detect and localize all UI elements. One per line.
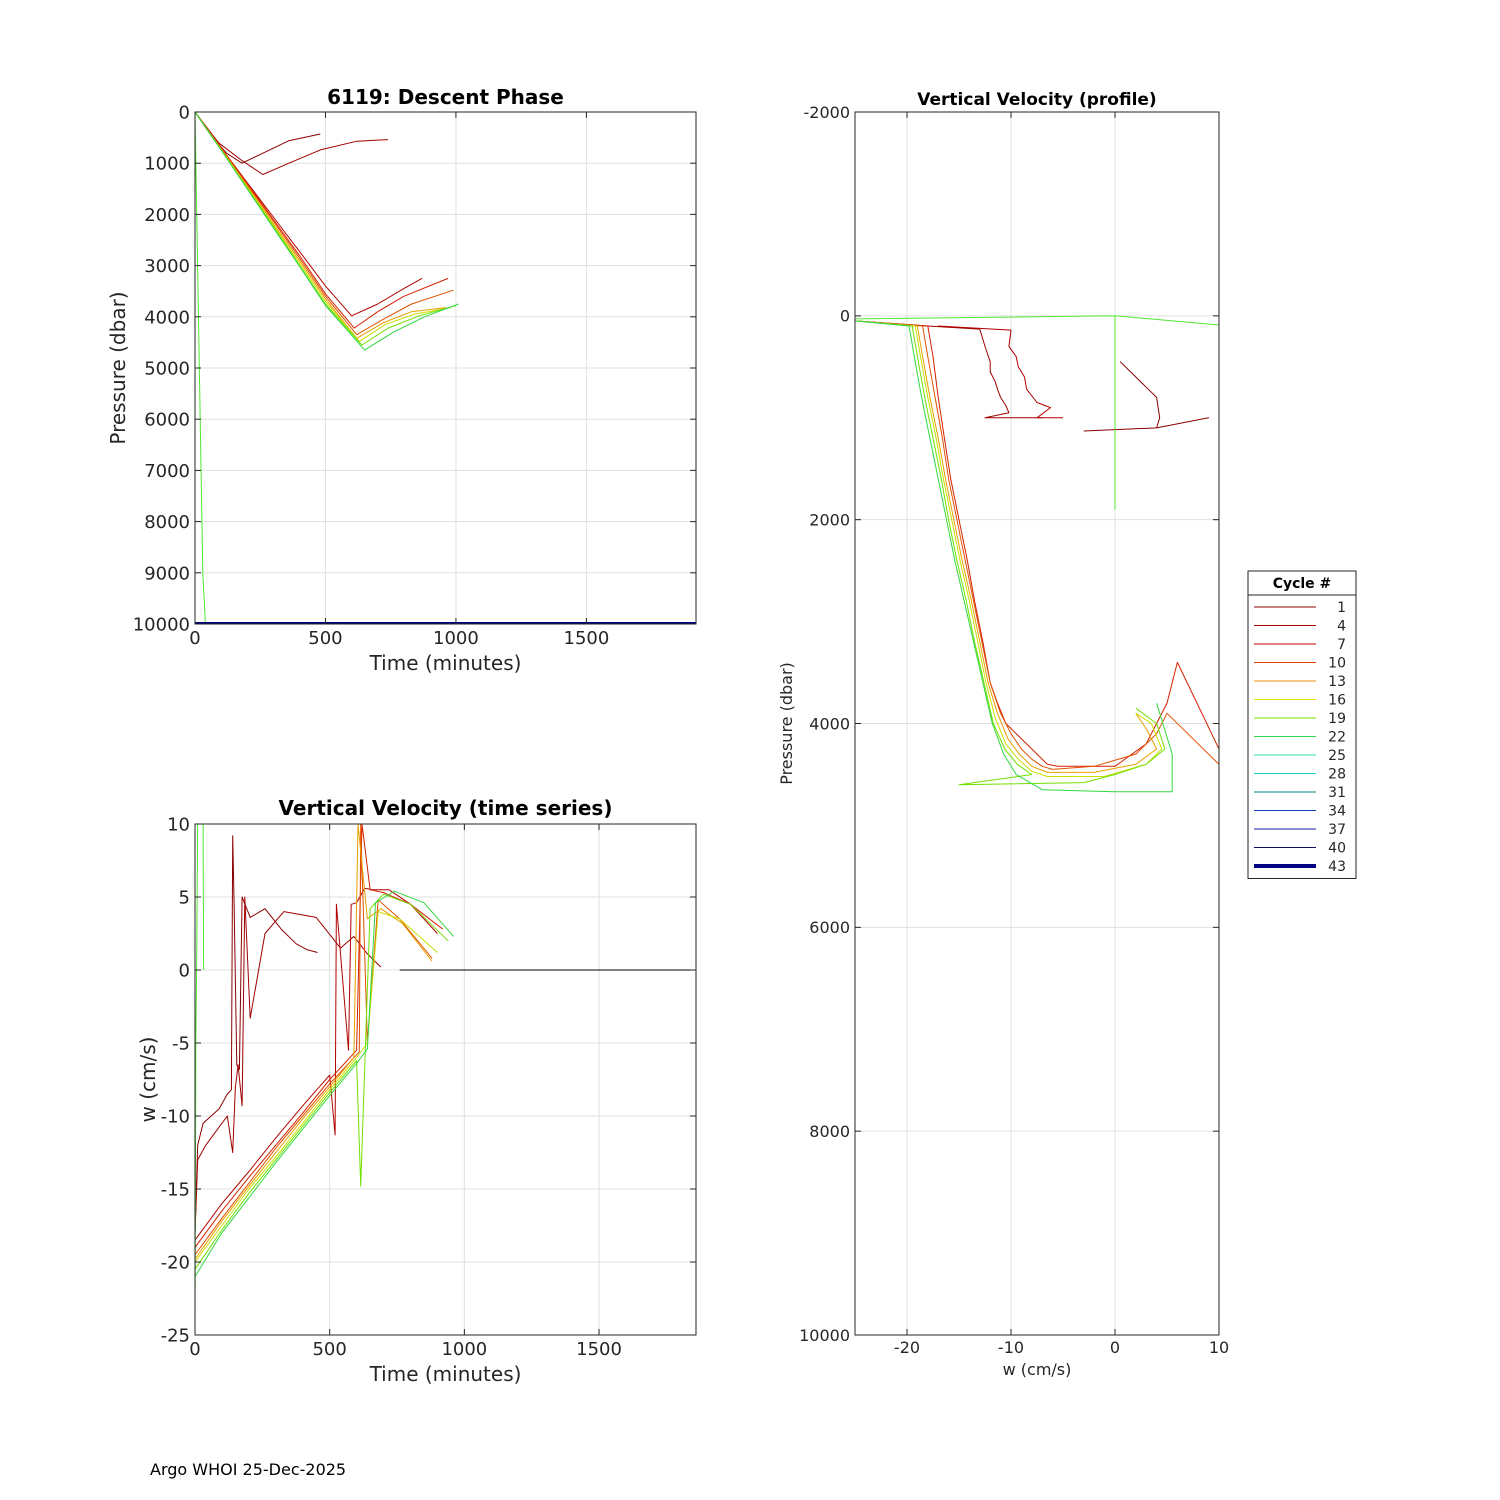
wtime-plot-area — [195, 824, 696, 1335]
series-line-cycle-22 — [855, 320, 1166, 786]
series-line-cycle-1 — [1083, 361, 1210, 432]
y-tick-label: 6000 — [809, 918, 850, 937]
x-tick-label: -10 — [998, 1338, 1024, 1357]
series-line-cycle-7 — [195, 887, 438, 1241]
legend-entry-label: 31 — [1328, 785, 1346, 801]
legend-box — [1247, 570, 1357, 879]
series-line-cycle-16 — [855, 320, 1158, 773]
y-tick-label: 0 — [840, 307, 850, 326]
x-tick-label: 0 — [189, 628, 200, 649]
descent-title: 6119: Descent Phase — [327, 85, 564, 109]
x-tick-label: 1000 — [441, 1339, 487, 1360]
series-line-cycle-19 — [195, 911, 438, 1263]
y-tick-label: -15 — [161, 1179, 190, 1200]
y-tick-label: 2000 — [144, 205, 190, 226]
series-line-cycle-7 — [938, 325, 1063, 419]
legend-entry-label: 25 — [1328, 748, 1346, 764]
legend-entry-label: 4 — [1337, 619, 1346, 635]
y-tick-label: 0 — [179, 102, 190, 123]
series-line-cycle-4 — [195, 112, 389, 175]
y-tick-label: 4000 — [144, 307, 190, 328]
y-tick-label: 3000 — [144, 256, 190, 277]
y-tick-label: -10 — [161, 1106, 190, 1127]
y-tick-label: 1000 — [144, 154, 190, 175]
y-tick-label: -20 — [161, 1252, 190, 1273]
legend-entry-label: 19 — [1328, 711, 1346, 727]
x-tick-label: 0 — [189, 1339, 200, 1360]
y-tick-label: 8000 — [144, 512, 190, 533]
descent-chart: 0 500 1000 1500 0 1000 2000 3000 4000 5000 6000 700… — [106, 85, 697, 675]
series-line-cycle-4 — [195, 896, 382, 1233]
y-tick-label: -25 — [161, 1325, 190, 1346]
y-tick-label: 9000 — [144, 563, 190, 584]
legend-entry-label: 16 — [1328, 693, 1346, 709]
y-tick-label: 10 — [167, 814, 190, 835]
series-line-cycle-13 — [855, 320, 1219, 770]
descent-x-axis-label: Time (minutes) — [369, 651, 522, 675]
series-line-cycle-28 — [855, 315, 1219, 510]
series-line-cycle-22 — [195, 893, 449, 1270]
series-line-cycle-25 — [855, 320, 1173, 793]
x-tick-label: 1000 — [433, 628, 479, 649]
legend-entry-label: 22 — [1328, 730, 1346, 746]
legend-entry-label: 10 — [1328, 656, 1346, 672]
wtime-y-axis-label: w (cm/s) — [136, 1037, 160, 1123]
legend-entry-label: 34 — [1328, 804, 1346, 820]
x-tick-label: 500 — [308, 628, 342, 649]
series-line-cycle-13 — [195, 824, 433, 1255]
wprofile-y-axis-label: Pressure (dbar) — [777, 662, 796, 785]
legend-entry-label: 37 — [1328, 822, 1346, 838]
y-tick-label: 6000 — [144, 410, 190, 431]
descent-series — [195, 112, 696, 624]
series-line-cycle-16 — [195, 824, 433, 1260]
wtime-title: Vertical Velocity (time series) — [279, 796, 613, 820]
y-tick-label: 0 — [179, 960, 190, 981]
series-line-cycle-4 — [855, 320, 1043, 419]
legend-entry-label: 1 — [1337, 600, 1346, 616]
legend-entry-label: 43 — [1328, 859, 1346, 875]
x-tick-label: 1500 — [576, 1339, 622, 1360]
y-tick-label: 4000 — [809, 714, 850, 733]
y-tick-label: 8000 — [809, 1122, 850, 1141]
footer-credit: Argo WHOI 25-Dec-2025 — [150, 1460, 347, 1479]
x-tick-label: 0 — [1110, 1338, 1120, 1357]
wprofile-x-axis-label: w (cm/s) — [1003, 1360, 1072, 1379]
y-tick-label: 5000 — [144, 358, 190, 379]
wtime-x-axis-label: Time (minutes) — [369, 1362, 522, 1386]
series-line-cycle-1 — [195, 835, 318, 1233]
wtime-axes-box — [194, 823, 697, 1336]
legend-title: Cycle # — [1273, 576, 1332, 592]
y-tick-label: 7000 — [144, 461, 190, 482]
legend-entry-label: 40 — [1328, 841, 1346, 857]
x-tick-label: -20 — [894, 1338, 920, 1357]
series-line-cycle-25 — [195, 112, 459, 351]
y-tick-label: 2000 — [809, 510, 850, 529]
descent-y-axis-label: Pressure (dbar) — [106, 291, 130, 444]
wprofile-chart: -20 -10 0 10 -2000 0 2000 4000 6000 8000 10000 Vert… — [777, 90, 1357, 1379]
y-tick-label: -2000 — [804, 103, 851, 122]
y-tick-label: 10000 — [799, 1326, 850, 1345]
wtime-chart: 0 500 1000 1500 10 5 0 -5 -10 -15 -20 -25 Vertical V… — [136, 796, 697, 1386]
wprofile-series — [855, 315, 1219, 793]
series-line-cycle-25 — [195, 890, 454, 1277]
legend-entry-label: 13 — [1328, 674, 1346, 690]
x-tick-label: 10 — [1209, 1338, 1229, 1357]
y-tick-label: -5 — [172, 1033, 190, 1054]
x-tick-label: 500 — [312, 1339, 346, 1360]
legend-entry-label: 28 — [1328, 767, 1346, 783]
wprofile-title: Vertical Velocity (profile) — [917, 90, 1156, 110]
legend-entry-label: 7 — [1337, 637, 1346, 653]
x-tick-label: 1500 — [564, 628, 610, 649]
legend: Cycle # 1 4 7 10 13 16 19 22 25 28 31 34 37 40 43 — [1247, 570, 1357, 879]
y-tick-label: 10000 — [133, 614, 190, 635]
y-tick-label: 5 — [179, 887, 190, 908]
series-line-cycle-13 — [195, 112, 454, 336]
